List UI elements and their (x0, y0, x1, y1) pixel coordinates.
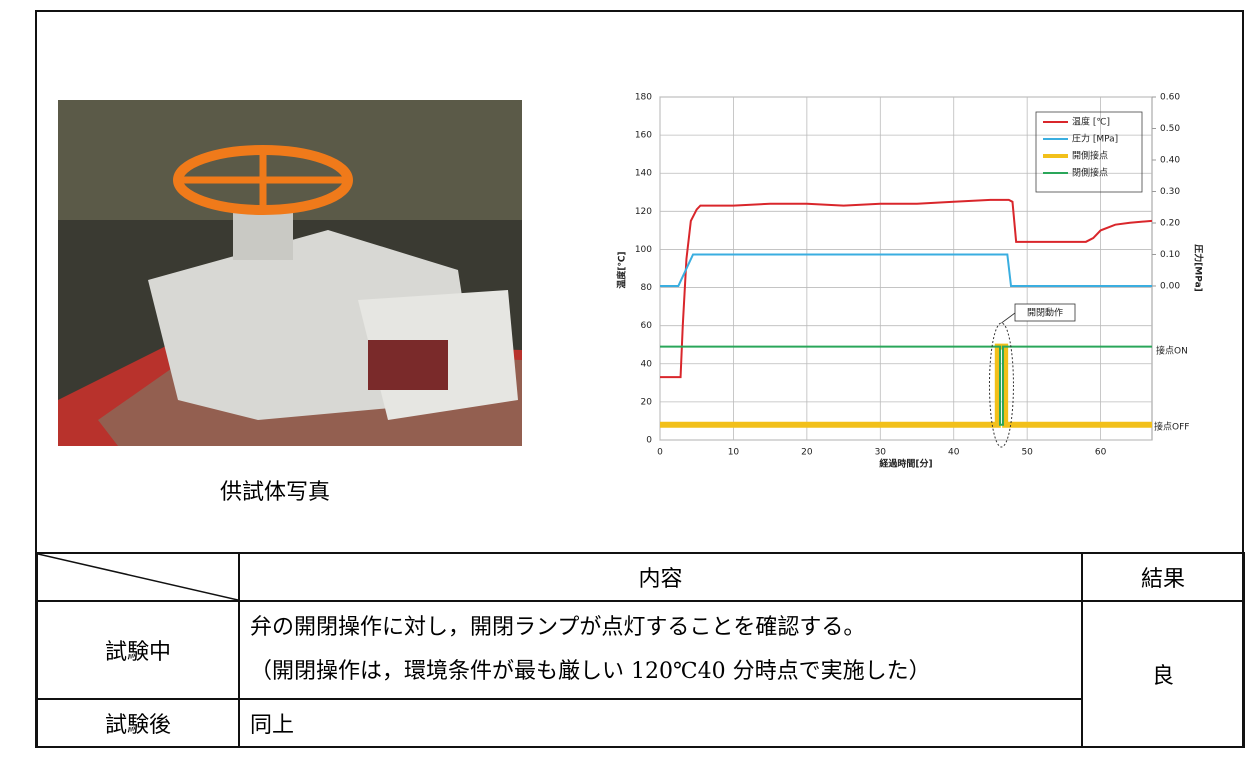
annotation: 開閉動作 (1027, 307, 1063, 319)
annotation: 接点ON (1156, 345, 1188, 357)
x-tick-label: 50 (1021, 448, 1033, 458)
content-cell: 弁の開閉操作に対し，開閉ランプが点灯することを確認する。 （開閉操作は，環境条件が… (238, 600, 1083, 700)
content-cell: 同上 (238, 698, 1083, 748)
legend-box (1035, 111, 1143, 193)
legend-label: 開側接点 (1072, 150, 1108, 162)
row-label: 試験中 (36, 600, 240, 700)
y-tick-label: 140 (635, 169, 652, 179)
x-tick-label: 10 (728, 448, 740, 458)
annotation-ellipse (988, 322, 1014, 448)
series-line (660, 345, 1152, 426)
series-line (660, 253, 1152, 287)
y2-tick-label: 0.60 (1160, 93, 1180, 103)
corner-cell (36, 552, 240, 602)
x-tick-label: 20 (801, 448, 813, 458)
y2-tick-label: 0.10 (1160, 250, 1180, 260)
row-label: 試験後 (36, 698, 240, 748)
series-line (660, 343, 1152, 428)
y-tick-label: 180 (635, 93, 652, 103)
plot-area (659, 96, 1153, 441)
y-tick-label: 120 (635, 207, 652, 217)
y2-tick-label: 0.00 (1160, 281, 1180, 291)
annotation: 接点OFF (1154, 421, 1189, 433)
y2-tick-label: 0.40 (1160, 155, 1180, 165)
y-tick-label: 80 (641, 283, 653, 293)
result-cell: 良 (1081, 600, 1245, 748)
annotation-leader (1001, 312, 1016, 324)
content-line: 弁の開閉操作に対し，開閉ランプが点灯することを確認する。 (250, 615, 866, 640)
diagonal (38, 554, 238, 600)
legend-label: 閉側接点 (1072, 167, 1108, 179)
y2-tick-label: 0.50 (1160, 124, 1180, 134)
y-tick-label: 0 (646, 436, 652, 446)
legend-label: 圧力 [MPa] (1072, 133, 1118, 145)
y-tick-label: 40 (641, 359, 653, 369)
y-tick-label: 60 (641, 321, 653, 331)
chart: 0 20 40 60 80 100 120 140 160 180 0 10 20 30 40 50 60 0.0… (616, 93, 1205, 470)
y-tick-label: 100 (635, 245, 652, 255)
header-cell: 結果 (1081, 552, 1245, 602)
x-tick-label: 60 (1095, 448, 1107, 458)
x-tick-label: 30 (875, 448, 887, 458)
y2-tick-label: 0.20 (1160, 218, 1180, 228)
y-tick-label: 20 (641, 397, 653, 407)
y-tick-label: 160 (635, 131, 652, 141)
x-tick-label: 40 (948, 448, 960, 458)
photo-caption: 供試体写真 (220, 480, 331, 505)
annotation-box (1014, 303, 1076, 322)
result-table: 内容 結果 試験中 弁の開閉操作に対し，開閉ランプが点灯することを確認する。 （開… (36, 552, 1245, 748)
x-axis-label: 経過時間[分] (879, 458, 932, 470)
frame (35, 10, 1244, 748)
photo (58, 100, 522, 446)
y2-axis-label: 圧力[MPa] (1193, 244, 1205, 292)
y-axis-label: 温度[℃] (616, 251, 628, 288)
x-tick-label: 0 (657, 448, 663, 458)
y2-tick-label: 0.30 (1160, 187, 1180, 197)
content-line: （開閉操作は，環境条件が最も厳しい 120℃40 分時点で実施した） (250, 659, 931, 684)
legend-label: 温度 [℃] (1072, 116, 1110, 128)
series-line (660, 198, 1153, 379)
header-cell: 内容 (238, 552, 1083, 602)
